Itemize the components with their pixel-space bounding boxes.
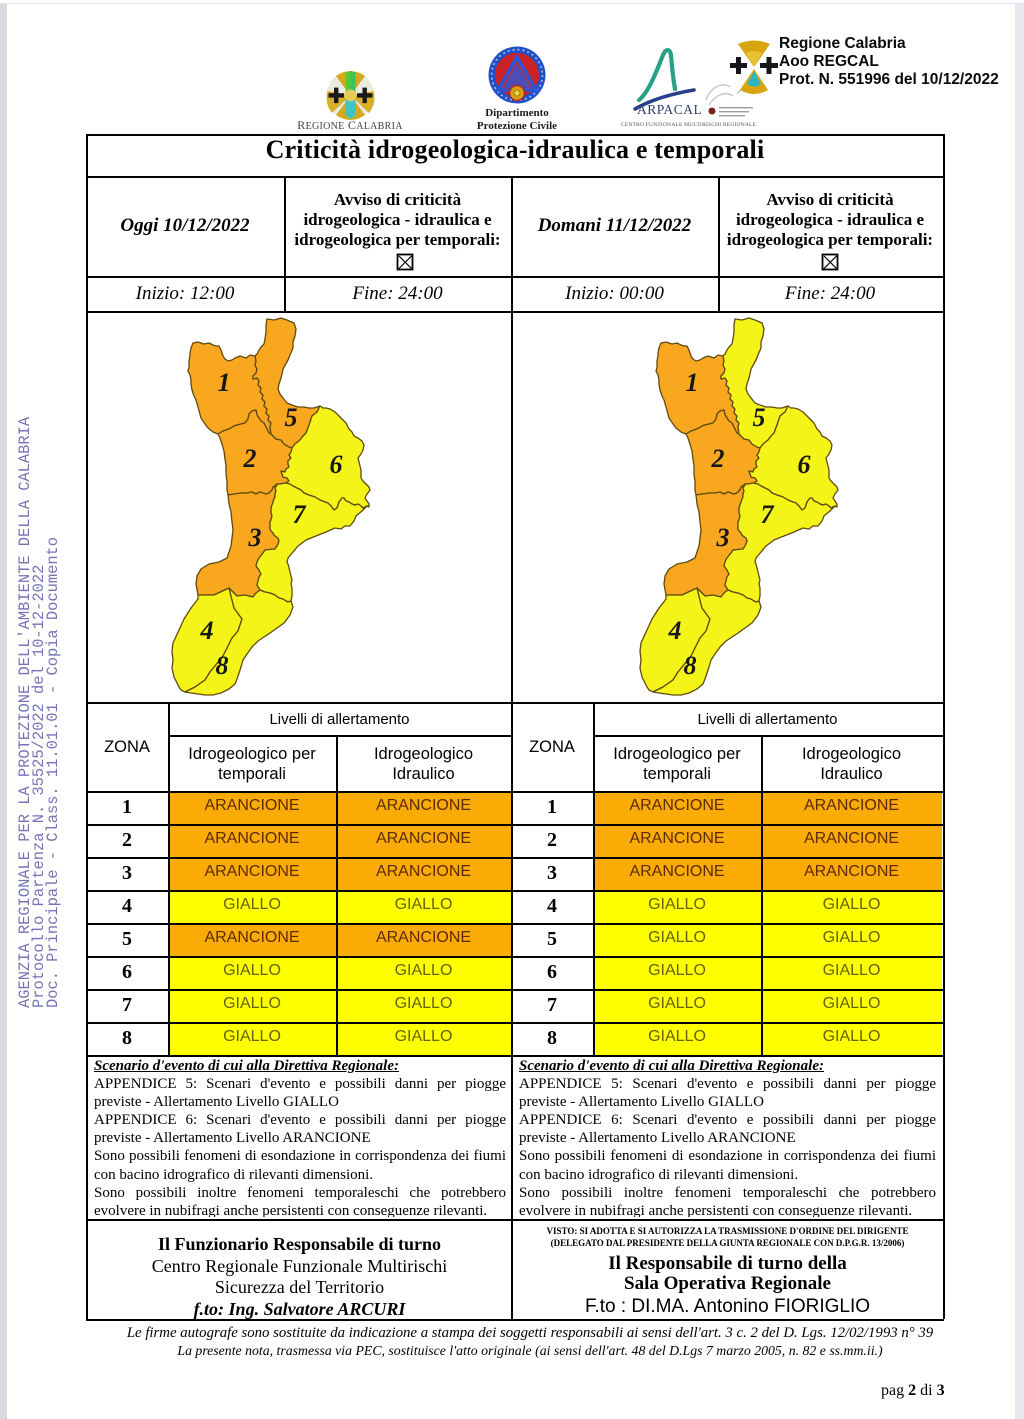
svg-text:3: 3 xyxy=(716,523,730,552)
svg-text:5: 5 xyxy=(753,403,766,432)
svg-text:1: 1 xyxy=(686,368,699,397)
svg-text:7: 7 xyxy=(761,500,775,529)
svg-text:5: 5 xyxy=(285,403,298,432)
svg-text:6: 6 xyxy=(798,450,811,479)
svg-text:2: 2 xyxy=(243,444,257,473)
svg-text:7: 7 xyxy=(293,500,307,529)
svg-text:2: 2 xyxy=(711,444,725,473)
svg-text:8: 8 xyxy=(684,651,697,680)
svg-text:6: 6 xyxy=(330,450,343,479)
svg-text:1: 1 xyxy=(218,368,231,397)
svg-text:4: 4 xyxy=(668,616,682,645)
svg-text:8: 8 xyxy=(216,651,229,680)
svg-text:4: 4 xyxy=(200,616,214,645)
svg-text:3: 3 xyxy=(248,523,262,552)
